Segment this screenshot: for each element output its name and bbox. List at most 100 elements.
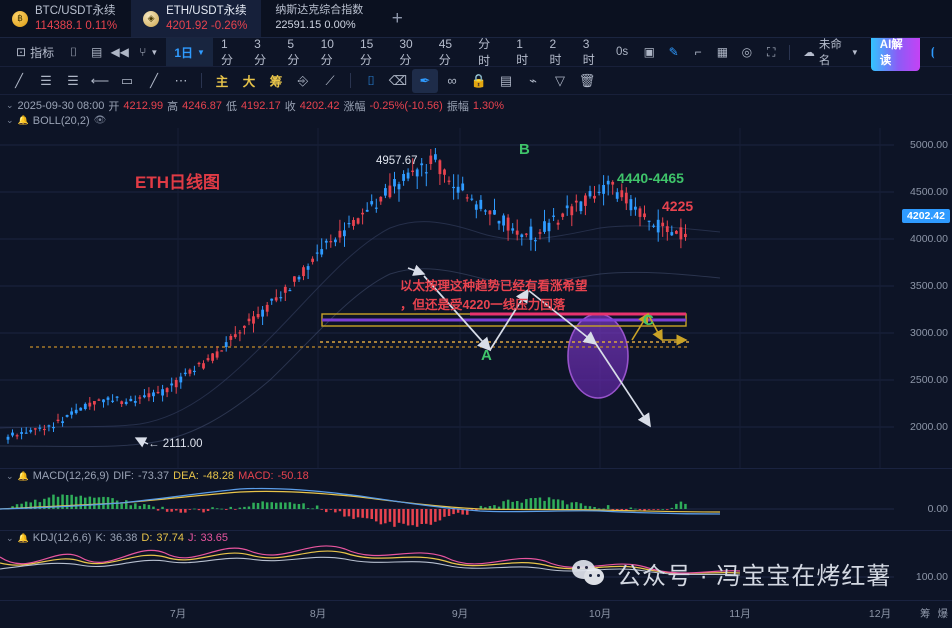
timeframe-45m[interactable]: 45分 [438,36,453,67]
pen-icon[interactable]: ✒ [412,68,438,93]
screenshot-icon[interactable]: ▦ [716,45,729,59]
timeframe-10m[interactable]: 10分 [320,36,334,67]
delete-lock-icon[interactable]: 🔒 [470,72,488,88]
big-label-button[interactable]: 大 [242,75,256,89]
axis-burst-label[interactable]: 爆 [937,608,949,620]
period-selected[interactable]: 1日 ▼ [166,38,213,66]
boll-info: ⌄ 🔔 BOLL(20,2) 👁 [0,113,952,128]
period-toolbar: ⊡ 指标 ⌷ ▤ ◀◀ ⑂ ▼ 1日 ▼ 1分 3分 5分 10分 15分 30… [0,33,952,71]
open-label: 开 [108,100,120,113]
timeframe-intraday[interactable]: 分时 [478,37,491,68]
price-tick: 3500.00 [910,280,948,292]
eraser-icon[interactable]: ⌫ [388,72,408,88]
alert-bell-icon[interactable]: 🔔 [17,470,29,481]
axis-chips-label[interactable]: 筹 [920,608,931,620]
tab-price: 114388.1 [35,19,83,32]
fullscreen-icon[interactable]: ⛶ [767,44,776,59]
dif-label: DIF: [113,470,134,482]
amplitude-label: 振幅 [446,100,469,113]
layout-icon[interactable]: ▤ [90,45,103,59]
high-value: 4246.87 [182,99,222,112]
alert-bell-icon[interactable]: 🔔 [17,532,29,543]
candle-type-button[interactable]: ⑂ ▼ [131,38,166,66]
indicator-label: 指标 [30,45,55,60]
add-tab-button[interactable]: + [391,7,403,29]
collapse-icon[interactable]: ⌄ [6,100,14,110]
eth-coin-icon: ◈ [143,10,160,27]
target-icon[interactable]: ◎ [741,45,753,59]
kdj-tick: 100.00 [915,571,948,583]
ai-analysis-button[interactable]: AI解读 [870,33,920,71]
macd-chart-svg [0,487,894,527]
j-label: J: [187,532,197,544]
chart-area[interactable]: ETH日线图 4957.67 A B C 4440-4465 4225 以太按理… [0,128,952,628]
trash-icon[interactable]: 🗑 [578,72,596,88]
chevron-down-icon: ▼ [197,47,205,57]
magnet2-icon[interactable]: ⌁ [529,72,537,88]
macd-hist-value: -50.18 [277,470,309,482]
eye-hidden-icon[interactable]: 👁 [93,115,107,126]
tab-change: 0.11% [85,19,118,32]
magnet-icon[interactable]: ⎆ [297,72,309,88]
more-icon[interactable]: ⋯ [174,72,188,88]
line-icon[interactable]: ╱ [150,72,158,88]
refresh-interval-label[interactable]: 0s [615,46,629,58]
arrow-left-icon[interactable]: ⟵ [90,72,110,88]
k-value: 36.38 [109,532,138,544]
timeframe-3m[interactable]: 3分 [254,36,267,67]
rewind-icon[interactable]: ◀◀ [110,45,129,59]
alert-bell-icon[interactable]: 🔔 [17,115,29,125]
last-price-badge: 4202.42 [902,209,950,223]
replay-icon[interactable]: ⌐ [694,45,702,59]
date-tick: 8月 [309,608,327,620]
timeframe-1h[interactable]: 1时 [516,36,529,67]
collapse-icon[interactable]: ⌄ [6,115,14,125]
tab-price: 22591.15 [275,19,322,31]
horizontal-rays-icon[interactable]: ☰ [40,72,52,88]
chevron-down-icon: ▼ [850,47,859,57]
period-label: 1日 [174,45,194,60]
price-tick: 2000.00 [910,421,948,433]
share-icon[interactable]: ⦗ [930,44,935,59]
chevron-down-icon: ▼ [150,47,159,57]
close-label: 收 [284,100,296,113]
timeframe-2h[interactable]: 2时 [549,36,562,67]
collapse-icon[interactable]: ⌄ [6,532,14,543]
main-label-button[interactable]: 主 [215,75,229,89]
kdj-label: KDJ(12,6,6) [32,532,92,544]
timeframe-30m[interactable]: 30分 [399,36,413,67]
measure-icon[interactable]: ∞ [447,73,457,88]
fib-icon[interactable]: ⟋ [325,72,335,88]
lock-icon[interactable]: ⌷ [367,72,375,88]
filter-icon[interactable]: ▽ [555,72,565,88]
timeframe-5m[interactable]: 5分 [287,36,300,67]
high-label: 高 [167,100,179,113]
parallel-channel-icon[interactable]: ☰ [67,72,79,88]
date-axis[interactable]: 7月 8月 9月 10月 11月 12月 筹 爆 [0,600,952,623]
timeframe-15m[interactable]: 15分 [359,36,374,67]
timeframe-3h[interactable]: 3时 [582,36,595,67]
camera-icon[interactable]: ▣ [643,45,655,59]
layout-name-button[interactable]: ☁ 未命名 ▼ [797,36,864,68]
price-panel[interactable]: ETH日线图 4957.67 A B C 4440-4465 4225 以太按理… [0,128,952,468]
price-tick: 5000.00 [910,139,948,151]
pencil-icon[interactable]: ✎ [668,45,679,59]
chips-label-button[interactable]: 筹 [269,75,283,89]
close-value: 4202.42 [299,99,340,112]
compare-icon[interactable]: ⌷ [70,44,78,59]
macd-panel[interactable]: ⌄ 🔔 MACD(12,26,9) DIF: -73.37 DEA: -48.2… [0,468,952,530]
tab-eth-usdt[interactable]: ◈ ETH/USDT永续 4201.92 -0.26% [131,0,262,37]
collapse-icon[interactable]: ⌄ [6,470,14,481]
kdj-panel[interactable]: ⌄ 🔔 KDJ(12,6,6) K: 36.38 D: 37.74 J: 33.… [0,530,952,594]
price-tick: 2500.00 [910,374,948,386]
rectangle-icon[interactable]: ▭ [120,72,134,88]
timeframe-1m[interactable]: 1分 [220,36,233,67]
trendline-icon[interactable]: ╱ [15,72,23,88]
tab-nasdaq[interactable]: 纳斯达克综合指数 22591.15 0.00% [261,0,377,37]
d-label: D: [141,532,153,544]
tab-btc-usdt[interactable]: ฿ BTC/USDT永续 114388.1 0.11% [0,0,131,37]
indicator-button[interactable]: ⊡ 指标 [8,38,62,66]
date-tick: 11月 [729,608,751,620]
ohlc-datetime: 2025-09-30 08:00 [17,99,105,112]
note-icon[interactable]: ▤ [499,72,513,88]
